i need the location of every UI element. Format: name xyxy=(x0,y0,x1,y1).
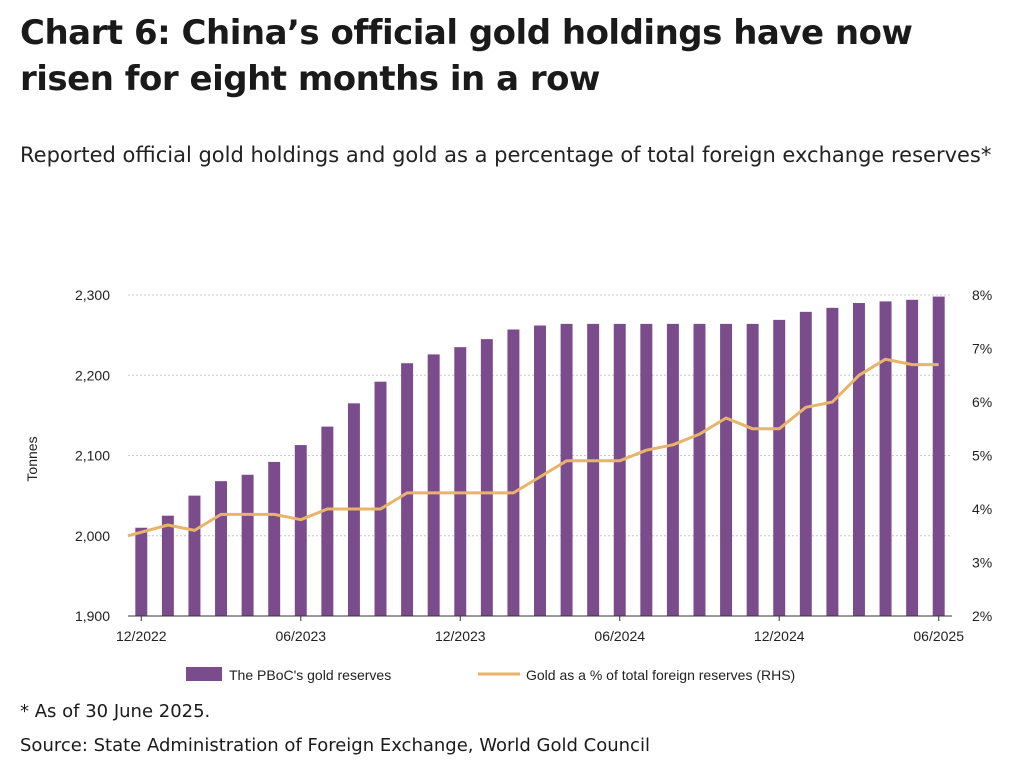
bar xyxy=(374,381,387,616)
chart-title: Chart 6: China’s official gold holdings … xyxy=(20,13,913,99)
bar xyxy=(241,474,254,616)
legend-bar-swatch xyxy=(186,667,222,681)
bar xyxy=(135,527,148,616)
bar xyxy=(161,515,174,616)
bar xyxy=(454,347,467,616)
legend: The PBoC's gold reserves Gold as a % of … xyxy=(186,667,795,683)
x-tick-label: 12/2023 xyxy=(435,628,486,644)
bar xyxy=(879,301,892,616)
y-tick-label-right: 3% xyxy=(972,555,992,571)
footnote-asof: * As of 30 June 2025. xyxy=(20,701,211,722)
bar xyxy=(294,445,307,616)
y-tick-label-right: 8% xyxy=(972,287,992,303)
bar xyxy=(693,323,706,616)
bar xyxy=(746,323,759,616)
legend-bar-label: The PBoC's gold reserves xyxy=(229,667,391,683)
x-tick-label: 12/2024 xyxy=(754,628,805,644)
bar xyxy=(534,325,546,616)
bar xyxy=(720,323,733,616)
x-tick-label: 06/2024 xyxy=(594,628,645,644)
bar xyxy=(427,354,440,616)
y-tick-label-right: 5% xyxy=(972,448,992,464)
bar xyxy=(215,481,228,616)
line-series xyxy=(127,357,939,538)
bar xyxy=(932,296,945,616)
y-tick-label-left: 1,900 xyxy=(75,608,110,624)
footnote-source: Source: State Administration of Foreign … xyxy=(20,735,650,756)
bar xyxy=(587,323,600,616)
line-path xyxy=(127,357,939,538)
x-tick-label: 06/2023 xyxy=(275,628,326,644)
chart-svg: 1,900 2,000 2,100 2,200 2,300 2% 3% 4% 5% 6% 7% 8% 1… xyxy=(24,287,992,683)
y-tick-label-right: 2% xyxy=(972,608,992,624)
x-tick-label: 06/2025 xyxy=(913,628,964,644)
y-tick-label-left: 2,100 xyxy=(75,448,110,464)
y-tick-label-left: 2,300 xyxy=(75,287,110,303)
bar xyxy=(480,339,493,616)
axes: 1,900 2,000 2,100 2,200 2,300 2% 3% 4% 5% 6% 7% 8% 1… xyxy=(75,287,992,644)
bar xyxy=(188,495,201,616)
bar xyxy=(852,303,865,616)
bar xyxy=(268,461,281,616)
bar xyxy=(826,307,839,616)
bar xyxy=(640,323,653,616)
bar-series xyxy=(135,296,945,616)
bar xyxy=(799,311,812,616)
y-tick-label-right: 7% xyxy=(972,341,992,357)
y-axis-label: Tonnes xyxy=(24,436,40,481)
legend-line-label: Gold as a % of total foreign reserves (R… xyxy=(526,667,795,683)
y-tick-label-left: 2,200 xyxy=(75,367,110,383)
y-tick-label-right: 4% xyxy=(972,501,992,517)
bar xyxy=(906,299,919,616)
bar xyxy=(773,319,786,616)
chart-subtitle: Reported official gold holdings and gold… xyxy=(20,143,992,167)
bar xyxy=(321,426,334,616)
bar xyxy=(666,323,679,616)
bar xyxy=(507,329,520,616)
bar xyxy=(613,323,626,616)
bar xyxy=(560,323,573,616)
y-tick-label-left: 2,000 xyxy=(75,528,110,544)
bar xyxy=(401,363,414,616)
y-tick-label-right: 6% xyxy=(972,394,992,410)
x-tick-label: 12/2022 xyxy=(116,628,167,644)
